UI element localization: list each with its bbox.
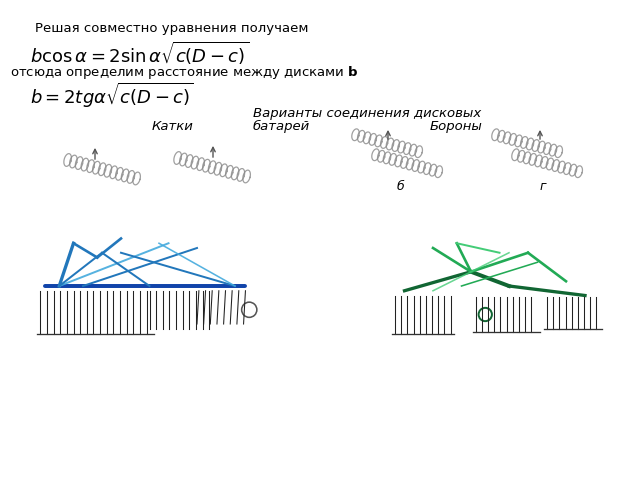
Text: $b = 2tg\alpha\sqrt{c(D-c)}$: $b = 2tg\alpha\sqrt{c(D-c)}$ xyxy=(30,81,194,110)
Text: отсюда определим расстояние между дисками $\mathbf{b}$: отсюда определим расстояние между дискам… xyxy=(10,64,358,81)
Text: г: г xyxy=(540,180,547,193)
Text: Катки: Катки xyxy=(152,120,194,133)
Text: Варианты соединения дисковых: Варианты соединения дисковых xyxy=(253,107,481,120)
Text: батарей: батарей xyxy=(253,120,310,133)
Text: Решая совместно уравнения получаем: Решая совместно уравнения получаем xyxy=(35,22,308,35)
Text: $b\cos\alpha = 2\sin\alpha\sqrt{c(D-c)}$: $b\cos\alpha = 2\sin\alpha\sqrt{c(D-c)}$ xyxy=(30,40,249,67)
Text: Бороны: Бороны xyxy=(430,120,483,133)
Text: б: б xyxy=(396,180,404,193)
